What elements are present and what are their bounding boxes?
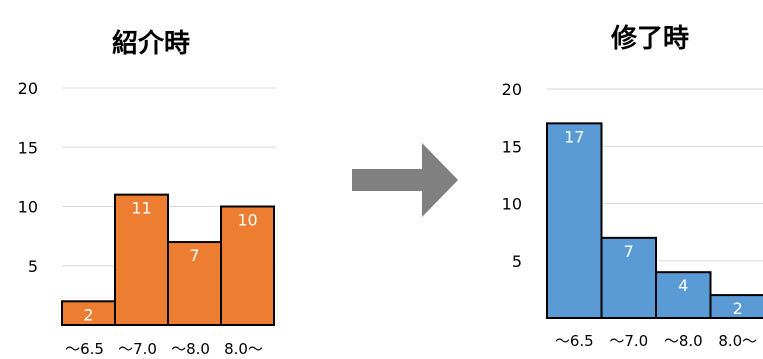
y-tick-label: 20 xyxy=(18,79,38,98)
data-label: 7 xyxy=(189,246,199,265)
y-tick-label: 15 xyxy=(502,137,522,156)
y-tick-label: 15 xyxy=(18,138,38,157)
data-label: 2 xyxy=(733,299,743,318)
y-tick-label: 10 xyxy=(502,195,522,214)
data-label: 17 xyxy=(564,127,584,146)
x-tick-label: ～7.0 xyxy=(118,340,157,358)
bar xyxy=(167,241,222,326)
y-tick-label: 5 xyxy=(512,252,522,271)
x-tick-label: 8.0～ xyxy=(224,340,263,358)
x-tick-label: ～6.5 xyxy=(555,332,594,350)
x-tick-label: ～7.0 xyxy=(609,332,648,350)
x-tick-label: 8.0～ xyxy=(718,332,757,350)
data-label: 10 xyxy=(237,211,257,230)
y-tick-label: 10 xyxy=(18,198,38,217)
bar xyxy=(220,205,275,326)
y-tick-label: 5 xyxy=(28,257,38,276)
x-tick-label: ～8.0 xyxy=(171,340,210,358)
chart-before: 紹介時 5 10 15 20 2 ～6.5 11 ～7.0 7 ～8.0 10 8.0～ xyxy=(18,28,276,358)
data-label: 7 xyxy=(624,242,634,261)
data-label: 4 xyxy=(678,276,688,295)
chart-title: 紹介時 xyxy=(112,28,190,59)
bar xyxy=(655,271,712,320)
data-label: 2 xyxy=(83,305,93,324)
bar xyxy=(709,294,763,320)
arrow-right-icon xyxy=(352,143,458,217)
y-tick-label: 20 xyxy=(502,80,522,99)
chart-after: 修了時 5 10 15 20 17 ～6.5 7 ～7.0 4 ～8.0 2 8.0～ xyxy=(502,23,763,350)
chart-title: 修了時 xyxy=(610,23,689,54)
bar xyxy=(600,236,657,320)
bar xyxy=(114,193,169,326)
x-tick-label: ～8.0 xyxy=(664,332,703,350)
x-tick-label: ～6.5 xyxy=(65,340,104,358)
data-label: 11 xyxy=(131,199,151,218)
bar xyxy=(546,122,603,319)
